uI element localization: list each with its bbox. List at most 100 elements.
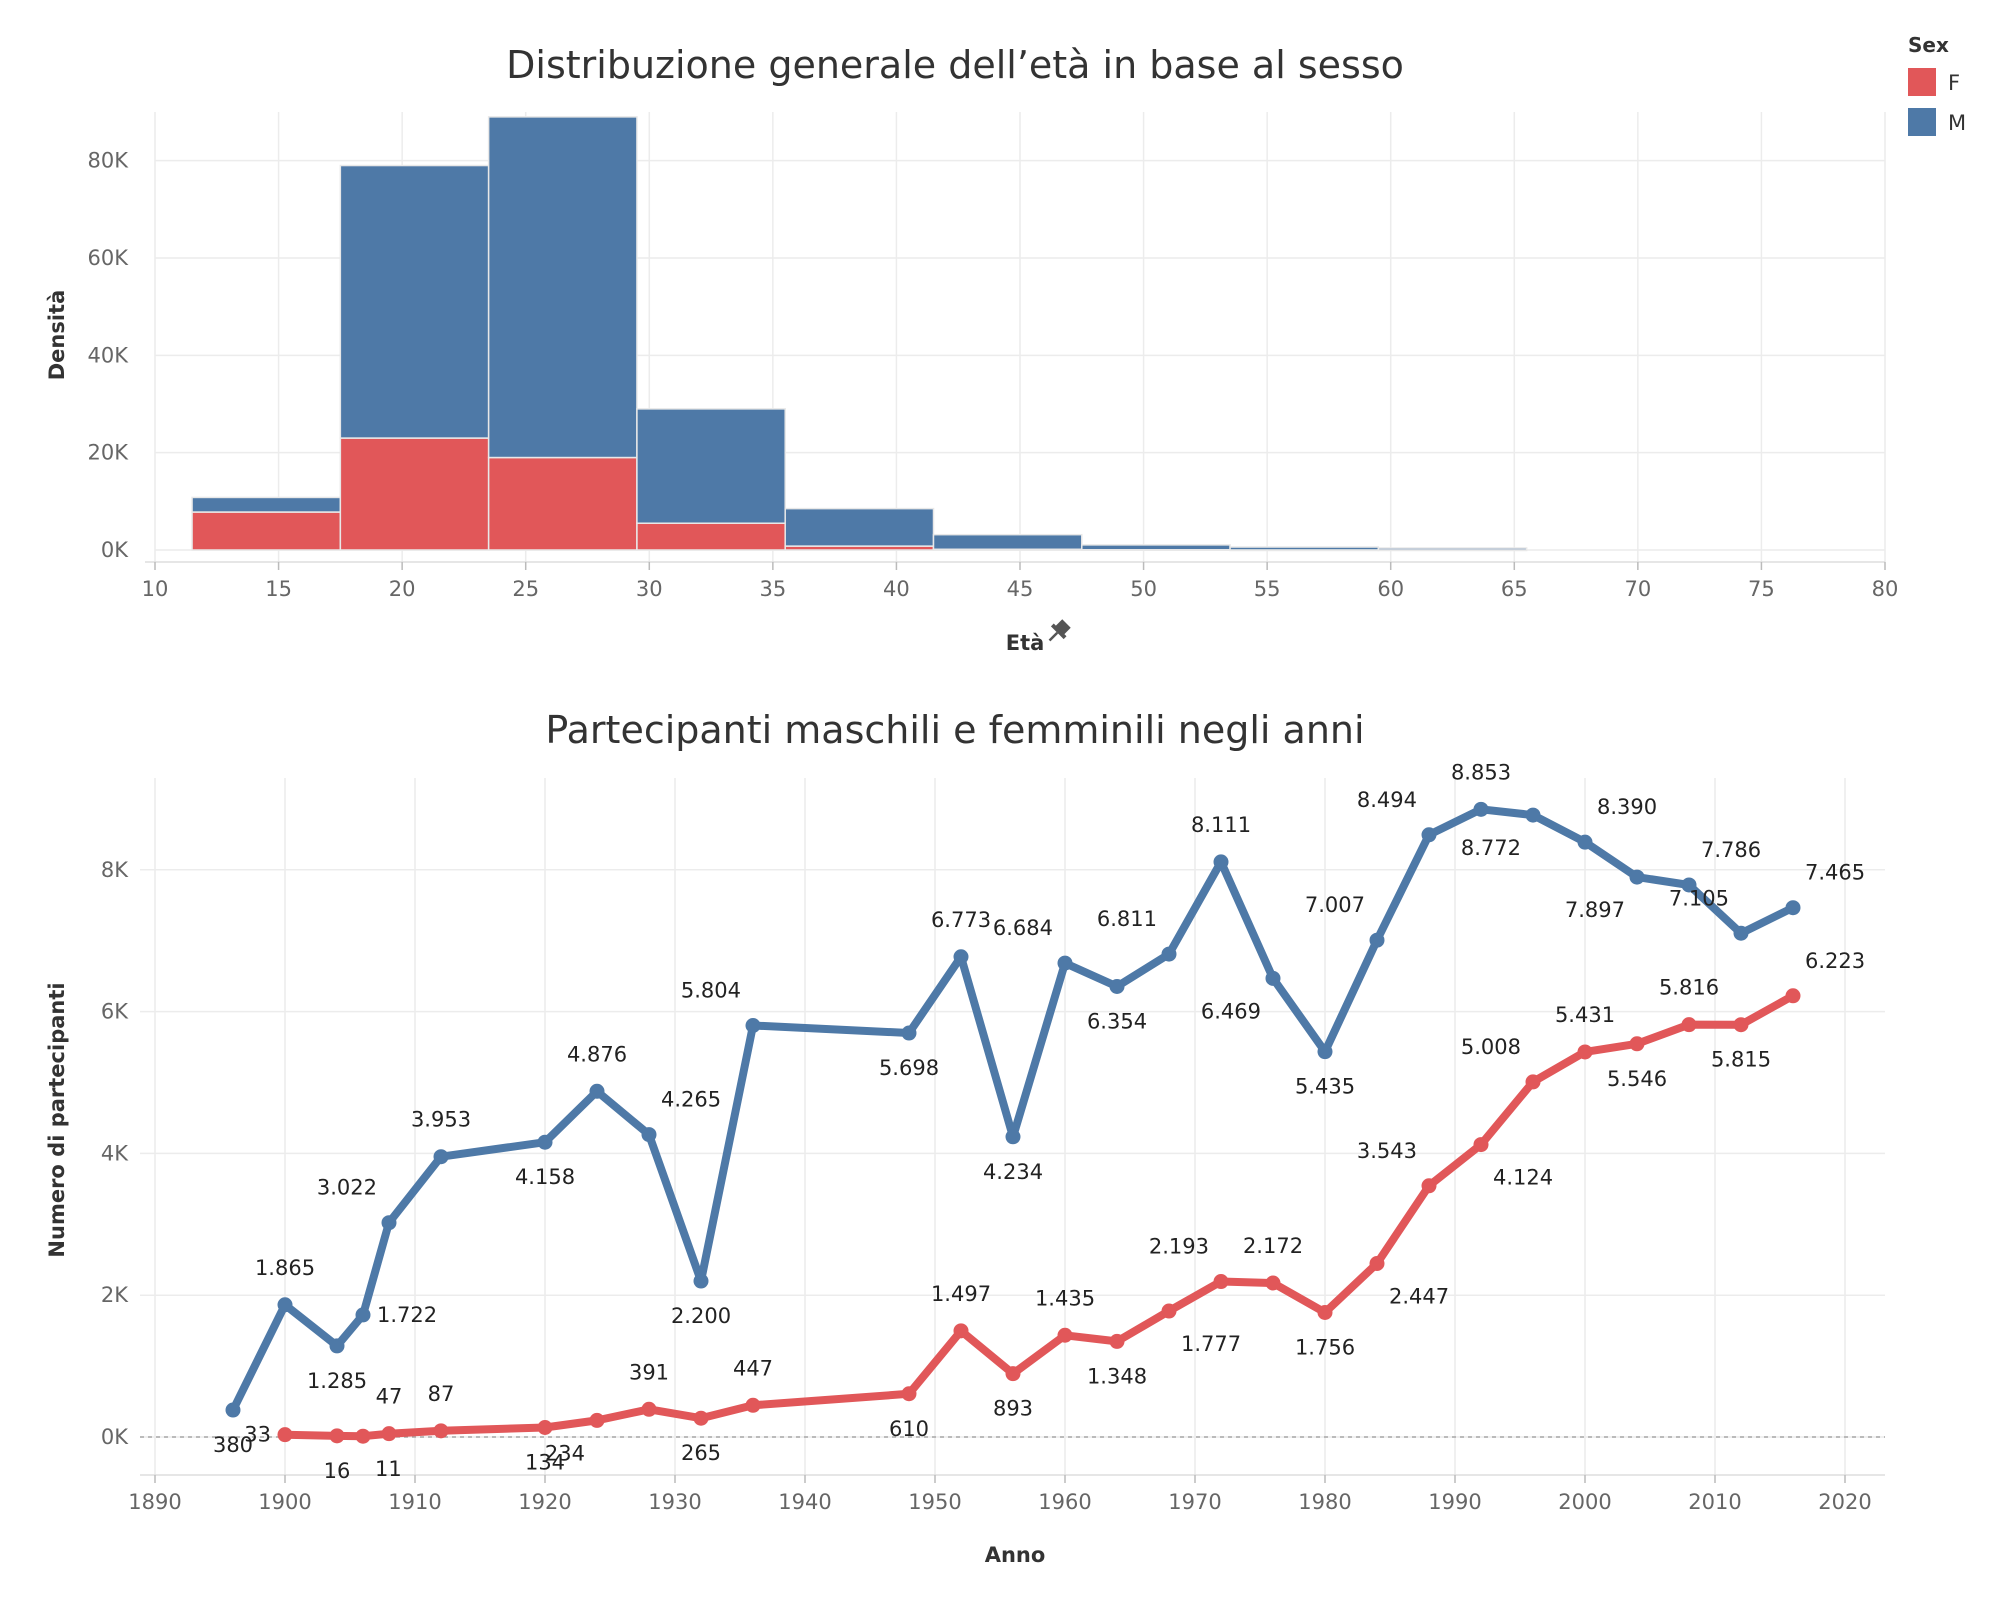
histogram-bar-m[interactable]	[784, 507, 935, 547]
data-point-f[interactable]	[641, 1401, 657, 1417]
histogram-x-tick-label: 65	[1501, 577, 1528, 601]
data-point-f[interactable]	[355, 1428, 371, 1444]
histogram-bar-f[interactable]	[339, 437, 490, 551]
histogram-bar-f[interactable]	[487, 456, 638, 551]
histogram-bar-m[interactable]	[1229, 546, 1380, 551]
data-point-m[interactable]	[589, 1083, 605, 1099]
data-label-f: 5.008	[1461, 1035, 1521, 1059]
data-point-m[interactable]	[901, 1025, 917, 1041]
data-point-m[interactable]	[225, 1402, 241, 1418]
data-point-f[interactable]	[381, 1426, 397, 1442]
data-label-f: 610	[889, 1417, 929, 1441]
data-point-m[interactable]	[1629, 869, 1645, 885]
data-point-f[interactable]	[1005, 1366, 1021, 1382]
data-point-f[interactable]	[1109, 1333, 1125, 1349]
data-point-f[interactable]	[1057, 1327, 1073, 1343]
data-point-m[interactable]	[1317, 1044, 1333, 1060]
legend-swatch-f[interactable]	[1908, 68, 1936, 96]
data-point-f[interactable]	[1629, 1036, 1645, 1052]
histogram-y-axis-title: Densità	[45, 290, 69, 381]
data-point-m[interactable]	[693, 1273, 709, 1289]
data-point-f[interactable]	[745, 1397, 761, 1413]
data-point-m[interactable]	[381, 1215, 397, 1231]
data-point-m[interactable]	[1213, 854, 1229, 870]
data-point-f[interactable]	[1733, 1017, 1749, 1033]
data-point-f[interactable]	[1473, 1137, 1489, 1153]
data-point-f[interactable]	[1317, 1304, 1333, 1320]
data-point-m[interactable]	[329, 1338, 345, 1354]
data-point-m[interactable]	[1161, 946, 1177, 962]
legend-swatch-m[interactable]	[1908, 108, 1936, 136]
data-point-f[interactable]	[693, 1410, 709, 1426]
histogram-bar-f[interactable]	[191, 511, 342, 551]
line-x-tick-label: 1900	[258, 1490, 311, 1514]
data-point-f[interactable]	[1785, 988, 1801, 1004]
histogram-x-tick-label: 55	[1254, 577, 1281, 601]
data-point-f[interactable]	[901, 1386, 917, 1402]
histogram-y-tick-label: 40K	[88, 343, 130, 367]
data-label-m: 7.105	[1669, 886, 1729, 910]
histogram-bar-m[interactable]	[932, 533, 1083, 551]
data-point-f[interactable]	[537, 1419, 553, 1435]
data-point-m[interactable]	[953, 949, 969, 965]
data-point-m[interactable]	[277, 1297, 293, 1313]
data-point-m[interactable]	[1421, 827, 1437, 843]
data-point-f[interactable]	[277, 1427, 293, 1443]
data-label-f: 5.816	[1659, 976, 1719, 1000]
data-point-f[interactable]	[953, 1323, 969, 1339]
data-point-f[interactable]	[433, 1423, 449, 1439]
histogram-bar-m[interactable]	[636, 408, 786, 524]
data-point-m[interactable]	[641, 1127, 657, 1143]
data-point-f[interactable]	[1161, 1303, 1177, 1319]
data-point-f[interactable]	[1421, 1178, 1437, 1194]
data-label-m: 6.684	[993, 916, 1053, 940]
histogram-x-tick-label: 50	[1130, 577, 1157, 601]
data-point-m[interactable]	[1473, 801, 1489, 817]
data-point-m[interactable]	[537, 1134, 553, 1150]
legend-label-f: F	[1948, 71, 1960, 95]
data-label-m: 1.865	[255, 1256, 315, 1280]
data-point-f[interactable]	[1525, 1074, 1541, 1090]
data-point-m[interactable]	[1109, 979, 1125, 995]
data-point-f[interactable]	[1577, 1044, 1593, 1060]
data-point-m[interactable]	[355, 1307, 371, 1323]
data-point-f[interactable]	[329, 1428, 345, 1444]
data-point-m[interactable]	[1681, 877, 1697, 893]
histogram-x-tick-label: 10	[142, 577, 169, 601]
data-point-m[interactable]	[1005, 1129, 1021, 1145]
data-point-m[interactable]	[1057, 955, 1073, 971]
line-chart-x-axis-title: Anno	[985, 1543, 1046, 1567]
data-point-f[interactable]	[1369, 1256, 1385, 1272]
data-point-m[interactable]	[1265, 970, 1281, 986]
line-x-tick-label: 1950	[908, 1490, 961, 1514]
data-point-f[interactable]	[1213, 1274, 1229, 1290]
data-point-m[interactable]	[745, 1017, 761, 1033]
line-chart-x-ticks: 1890 1900 1910 1920 1930 1940 1950 1960 1970 1980…	[128, 1475, 1872, 1514]
line-chart-y-ticks: 0K 2K 4K 6K 8K	[101, 858, 129, 1449]
series-line-f[interactable]	[281, 991, 1797, 1441]
line-chart: Partecipanti maschili e femminili negli …	[45, 708, 1885, 1567]
histogram-bar-m[interactable]	[1377, 547, 1528, 551]
histogram-bar-m[interactable]	[1081, 544, 1231, 551]
histogram-bar-m[interactable]	[339, 164, 490, 439]
data-point-f[interactable]	[1681, 1017, 1697, 1033]
line-x-tick-label: 1990	[1428, 1490, 1481, 1514]
line-y-tick-label: 6K	[101, 1000, 129, 1024]
pin-icon[interactable]	[1043, 617, 1073, 647]
histogram-bar-m[interactable]	[191, 496, 342, 513]
data-point-f[interactable]	[1265, 1275, 1281, 1291]
data-point-m[interactable]	[1525, 807, 1541, 823]
data-point-m[interactable]	[1785, 900, 1801, 916]
data-point-m[interactable]	[1733, 925, 1749, 941]
data-point-m[interactable]	[433, 1149, 449, 1165]
histogram-bar-m[interactable]	[487, 116, 638, 459]
data-point-m[interactable]	[1369, 932, 1385, 948]
histogram-title: Distribuzione generale dell’età in base …	[506, 43, 1404, 87]
data-point-m[interactable]	[1577, 834, 1593, 850]
data-label-f: 447	[733, 1356, 773, 1380]
histogram-x-tick-label: 70	[1624, 577, 1651, 601]
line-y-tick-label: 0K	[101, 1425, 129, 1449]
data-point-f[interactable]	[589, 1412, 605, 1428]
histogram-bar-f[interactable]	[636, 522, 786, 551]
legend: Sex F M	[1908, 33, 1966, 136]
